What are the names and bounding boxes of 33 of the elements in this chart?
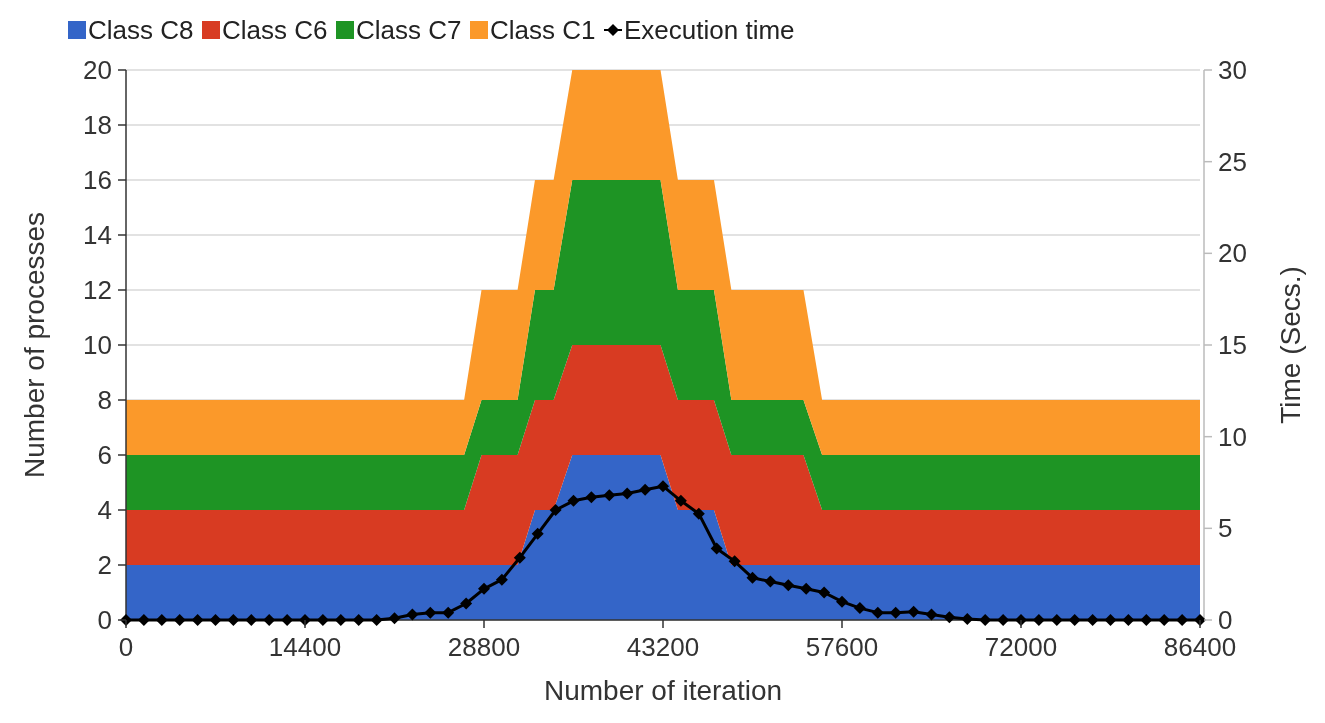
legend-label: Class C8 [88, 15, 194, 45]
y-tick-label: 6 [97, 440, 112, 470]
y-tick-label: 18 [83, 110, 112, 140]
y-tick-label: 20 [83, 55, 112, 85]
y2-tick-label: 0 [1218, 605, 1233, 635]
y2-tick-label: 10 [1218, 421, 1247, 452]
legend-label: Execution time [624, 15, 795, 45]
y-tick-label: 2 [97, 550, 112, 580]
y-tick-label: 10 [83, 330, 112, 360]
y-axis-title: Number of processes [19, 211, 50, 479]
y2-axis-title: Time (Secs.) [1275, 266, 1306, 424]
x-tick-label: 43200 [626, 632, 700, 662]
x-tick-label: 86400 [1163, 632, 1237, 662]
y-tick-label: 16 [83, 165, 112, 195]
legend-label: Class C6 [222, 15, 328, 45]
x-tick-label: 28800 [447, 632, 521, 662]
y-tick-label: 12 [83, 275, 112, 305]
y-tick-label: 4 [97, 495, 112, 525]
y-tick-label: 8 [97, 385, 112, 415]
y-tick-label: 0 [97, 605, 112, 635]
y2-tick-label: 30 [1218, 55, 1247, 85]
x-tick-label: 57600 [805, 632, 879, 662]
x-axis-title: Number of iteration [543, 675, 783, 706]
y2-tick-label: 20 [1218, 238, 1247, 269]
legend-label: Class C7 [356, 15, 462, 45]
legend-label: Class C1 [490, 15, 596, 45]
y2-tick-label: 5 [1218, 513, 1233, 544]
y-tick-label: 14 [83, 220, 112, 250]
y2-tick-label: 25 [1218, 146, 1247, 177]
x-tick-label: 14400 [268, 632, 342, 662]
x-tick-label: 72000 [984, 632, 1058, 662]
x-tick-label: 0 [118, 632, 134, 662]
y2-tick-label: 15 [1218, 330, 1247, 360]
